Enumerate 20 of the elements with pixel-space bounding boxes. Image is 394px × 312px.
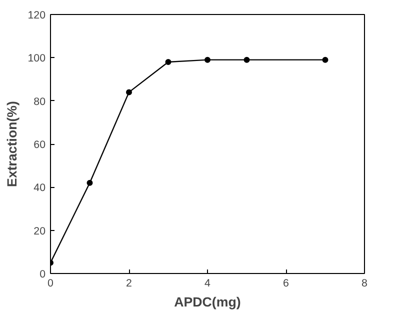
x-axis-title: APDC(mg) — [174, 294, 241, 310]
x-tick-label: 8 — [362, 278, 368, 290]
point — [204, 56, 210, 63]
x-tick-label: 6 — [283, 278, 290, 290]
x-tick-label: 0 — [48, 278, 54, 290]
y-tick-label: 60 — [34, 139, 46, 151]
point — [244, 56, 250, 63]
x-tick-label: 4 — [204, 278, 211, 290]
point — [322, 56, 328, 63]
y-tick-label: 0 — [40, 268, 46, 280]
y-tick-label: 20 — [34, 225, 46, 238]
point — [86, 180, 93, 186]
y-axis-title: Extraction(%) — [4, 101, 20, 187]
x-tick-label: 2 — [126, 278, 132, 290]
y-tick-label: 80 — [34, 96, 46, 108]
y-tick-label: 120 — [28, 10, 46, 22]
point — [126, 89, 132, 96]
y-tick-label: 100 — [28, 52, 46, 65]
y-tick-label: 40 — [34, 182, 46, 194]
point — [165, 58, 172, 65]
